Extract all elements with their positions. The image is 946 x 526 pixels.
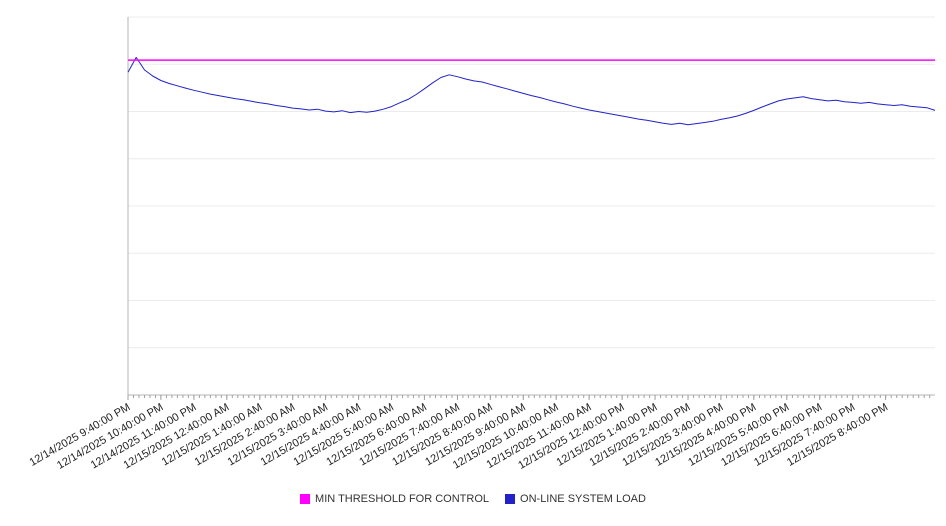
legend-item-system-load[interactable]: ON-LINE SYSTEM LOAD xyxy=(505,493,646,505)
threshold-swatch-icon xyxy=(300,494,311,504)
load-swatch-icon xyxy=(505,494,516,504)
legend-item-min-threshold[interactable]: MIN THRESHOLD FOR CONTROL xyxy=(300,493,489,505)
legend-label-system-load: ON-LINE SYSTEM LOAD xyxy=(520,493,646,505)
load-line xyxy=(127,56,936,126)
legend-label-min-threshold: MIN THRESHOLD FOR CONTROL xyxy=(315,493,490,505)
chart-legend: MIN THRESHOLD FOR CONTROL ON-LINE SYSTEM… xyxy=(0,490,946,508)
load-chart: 12/14/2025 9:40:00 PM 12/14/2025 10:40:00… xyxy=(27,16,936,472)
